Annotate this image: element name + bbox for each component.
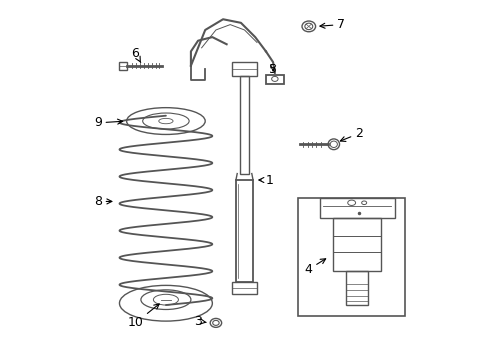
Text: 9: 9 bbox=[94, 116, 122, 129]
Bar bbox=[232, 62, 256, 76]
Bar bbox=[240, 76, 248, 174]
Text: 3: 3 bbox=[194, 315, 206, 328]
Bar bbox=[332, 217, 381, 271]
Text: 4: 4 bbox=[304, 259, 325, 276]
Text: 2: 2 bbox=[340, 127, 362, 141]
Bar bbox=[298, 198, 405, 316]
Text: 6: 6 bbox=[131, 47, 141, 63]
Text: 5: 5 bbox=[268, 63, 277, 76]
Bar bbox=[346, 271, 367, 305]
Bar bbox=[235, 180, 253, 282]
Text: 10: 10 bbox=[127, 304, 159, 329]
Bar bbox=[265, 75, 283, 84]
Bar bbox=[319, 198, 394, 217]
Bar bbox=[231, 282, 257, 294]
Text: 7: 7 bbox=[319, 18, 344, 31]
Text: 8: 8 bbox=[94, 195, 112, 208]
Bar bbox=[119, 62, 126, 69]
Text: 1: 1 bbox=[258, 174, 273, 186]
